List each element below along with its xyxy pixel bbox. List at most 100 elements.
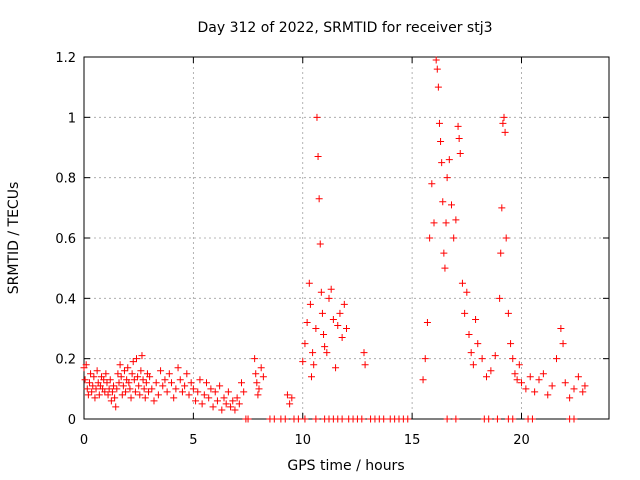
data-point [465, 331, 473, 339]
data-point [435, 119, 443, 127]
data-point [233, 394, 241, 402]
data-point [89, 382, 97, 390]
data-point [145, 388, 153, 396]
data-point [137, 367, 145, 375]
data-point [574, 373, 582, 381]
data-point [438, 159, 446, 167]
data-point [110, 382, 118, 390]
data-point [122, 388, 130, 396]
data-point [168, 379, 175, 387]
data-point-zero [509, 415, 517, 423]
data-point [329, 315, 337, 323]
data-point [85, 379, 93, 387]
data-point [148, 385, 156, 393]
data-point [200, 391, 208, 399]
data-point [229, 397, 237, 405]
data-point [515, 361, 523, 369]
data-point [559, 340, 567, 348]
data-point [133, 355, 140, 363]
data-point [251, 355, 259, 363]
data-point [113, 385, 121, 393]
data-point [90, 373, 98, 381]
data-point-zero [338, 415, 346, 423]
data-point [518, 379, 525, 387]
data-point [259, 373, 267, 381]
data-point [83, 385, 91, 393]
data-point [309, 349, 317, 357]
data-point [509, 355, 517, 363]
data-point [312, 325, 320, 332]
data-point [511, 370, 519, 378]
data-point [114, 370, 122, 378]
data-point [95, 391, 103, 399]
data-point [336, 309, 344, 317]
data-point [539, 370, 547, 378]
data-point [238, 379, 245, 387]
data-point [469, 361, 477, 369]
data-point [102, 370, 110, 378]
data-point [181, 382, 189, 390]
data-point-zero [452, 415, 460, 423]
y-tick-label-0.4: 0.4 [55, 292, 76, 307]
data-point [340, 300, 348, 308]
data-point [288, 394, 296, 402]
data-point [483, 373, 490, 381]
data-point [325, 294, 333, 302]
data-point [134, 373, 142, 381]
y-tick-label-0.2: 0.2 [55, 353, 76, 368]
data-point [504, 309, 512, 317]
data-point [502, 234, 510, 242]
data-point [115, 379, 123, 387]
data-point [240, 388, 248, 396]
data-point [548, 382, 556, 390]
data-point [443, 174, 451, 182]
data-point [472, 315, 480, 323]
data-point [426, 234, 434, 242]
x-tick-label-15: 15 [404, 433, 421, 448]
data-point [361, 361, 369, 369]
data-point [428, 180, 436, 188]
data-point [138, 352, 146, 360]
data-point [440, 249, 448, 257]
data-point [154, 391, 162, 399]
data-point [360, 349, 368, 357]
data-point [323, 349, 331, 357]
data-point [194, 388, 202, 396]
data-point [92, 385, 100, 393]
data-point [581, 382, 589, 390]
data-point [570, 385, 578, 393]
data-point [448, 201, 455, 209]
data-point [454, 122, 462, 130]
data-point [209, 403, 217, 411]
y-tick-label-1: 1 [68, 111, 76, 126]
data-point [126, 385, 134, 393]
data-point [174, 364, 182, 372]
data-point [172, 385, 180, 393]
data-point [183, 370, 191, 378]
data-point [216, 382, 224, 390]
data-point [433, 65, 441, 73]
data-point [170, 394, 178, 402]
data-point [442, 219, 450, 227]
data-point [478, 355, 486, 363]
data-point-zero [301, 415, 309, 423]
data-point [437, 137, 445, 145]
data-point [303, 318, 311, 326]
data-point [108, 388, 116, 396]
data-point [125, 379, 133, 387]
data-point [286, 400, 294, 408]
data-point [501, 128, 509, 136]
data-point [252, 370, 260, 378]
x-tick-label-20: 20 [513, 433, 530, 448]
data-point [320, 331, 328, 339]
data-point [561, 379, 569, 387]
data-points [80, 56, 589, 423]
data-point [129, 358, 137, 366]
data-point [455, 134, 463, 142]
data-point [105, 385, 113, 393]
data-point [253, 379, 261, 387]
data-point [101, 388, 109, 396]
data-point [116, 361, 124, 369]
data-point [157, 367, 165, 375]
data-point-zero [570, 415, 578, 423]
